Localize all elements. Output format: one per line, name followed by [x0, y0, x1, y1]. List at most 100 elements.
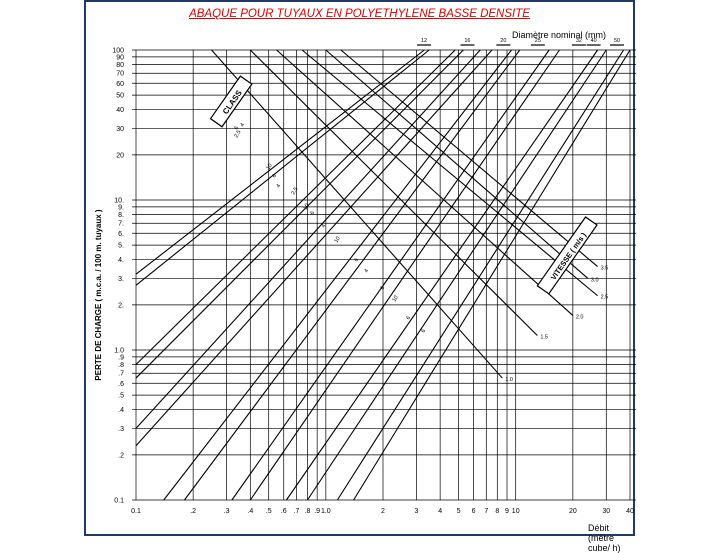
class-label: 6 [272, 173, 279, 179]
class-label: 6 [310, 210, 317, 216]
x-tick-label: 9 [505, 508, 509, 515]
velocity-line [340, 49, 598, 267]
x-tick-label: 8 [495, 508, 499, 515]
grid-lines [132, 49, 636, 501]
y-tick-label: .4 [118, 407, 124, 414]
class-label: 10 [334, 236, 342, 244]
class-label: 2.5 [291, 186, 300, 196]
class-label: 10 [303, 203, 311, 211]
series-lines [135, 49, 631, 501]
y-tick-label: 70 [116, 71, 124, 78]
y-tick-label: 20 [116, 152, 124, 159]
y-tick-label: 90 [116, 54, 124, 61]
x-tick-label: 2 [381, 508, 385, 515]
class-label: 2.5 [234, 129, 243, 139]
x-tick-label: 4 [438, 508, 442, 515]
diameter-line [135, 49, 493, 447]
y-tick-label: 80 [116, 62, 124, 69]
diameter-line [249, 49, 560, 501]
y-tick-label: 6. [118, 231, 124, 238]
y-tick-label: .7 [118, 371, 124, 378]
x-tick-label: 5 [457, 508, 461, 515]
diameter-line [231, 49, 550, 501]
y-tick-label: 100 [112, 48, 124, 55]
diameter-label: 50 [614, 38, 620, 44]
velocity-label: 2.0 [576, 314, 584, 320]
diameter-line [285, 49, 599, 501]
y-tick-label: .6 [118, 381, 124, 388]
class-label: 4 [364, 268, 371, 274]
class-label: 6 [406, 315, 413, 321]
diameter-label: 40 [591, 38, 597, 44]
diameter-line [135, 49, 425, 275]
x-tick-label: .5 [266, 508, 272, 515]
class-label: 6 [421, 328, 428, 334]
velocity-line [325, 49, 589, 279]
y-tick-label: 10. [114, 198, 124, 205]
class-label: 6 [380, 285, 387, 291]
y-tick-label: 7. [118, 221, 124, 228]
chart-frame: ABAQUE POUR TUYAUX EN POLYETHYLENE BASSE… [84, 0, 635, 553]
y-axis-label: PERTE DE CHARGE ( m.c.a. / 100 m. tuyaux… [94, 209, 103, 380]
class-label: 4 [276, 183, 283, 189]
y-tick-label: 30 [116, 126, 124, 133]
diameter-line [135, 49, 481, 429]
y-tick-label: .3 [118, 426, 124, 433]
velocity-label: 1.0 [505, 377, 513, 383]
x-tick-label: 40 [626, 508, 634, 515]
y-tick-label: 8. [118, 212, 124, 219]
class-label: 10 [266, 163, 274, 171]
y-tick-label: 2. [118, 302, 124, 309]
y-tick-label: .2 [118, 452, 124, 459]
y-tick-label: 0.1 [114, 498, 124, 505]
y-tick-label: 9. [118, 204, 124, 211]
diameter-line [353, 49, 631, 501]
diameter-line [163, 49, 512, 501]
velocity-line [301, 49, 598, 297]
velocity-box-frame [536, 216, 598, 295]
x-tick-label: .6 [281, 508, 287, 515]
chart-title: ABAQUE POUR TUYAUX EN POLYETHYLENE BASSE… [189, 8, 530, 20]
y-tick-label: .5 [118, 393, 124, 400]
velocity-label: 3.0 [591, 277, 599, 283]
x-tick-label: .7 [294, 508, 300, 515]
y-tick-label: .9 [118, 354, 124, 361]
velocity-label: 2.5 [601, 295, 609, 301]
diameter-label: 25 [535, 38, 541, 44]
x-tick-label: 10 [512, 508, 520, 515]
x-tick-label: 7 [484, 508, 488, 515]
diameter-label: 16 [464, 38, 470, 44]
class-label: 4 [240, 122, 247, 128]
x-tick-label: 0.1 [131, 508, 141, 515]
class-label: 6 [234, 125, 241, 131]
diameter-line [336, 49, 625, 501]
class-label: 10 [392, 295, 400, 303]
x-tick-label: .3 [224, 508, 230, 515]
x-tick-label: 20 [569, 508, 577, 515]
y-tick-label: 3. [118, 276, 124, 283]
class-label: 4 [321, 223, 328, 229]
diameter-line [306, 49, 607, 501]
velocity-box: VITESSE ( m/s ) [536, 216, 598, 295]
x-tick-label: 3 [414, 508, 418, 515]
x-tick-label: 6 [472, 508, 476, 515]
y-tick-label: 50 [116, 93, 124, 100]
diameter-label: 20 [500, 38, 506, 44]
diameter-line [135, 49, 430, 286]
y-tick-label: .8 [118, 362, 124, 369]
diameter-line [135, 49, 464, 379]
abaque-chart: 0.1.2.3.4.5.6.7.8.9 1.0 2 3 4 5 6 7 8 9 10 20 30 400.… [94, 38, 636, 515]
x-tick-label: .2 [190, 508, 196, 515]
y-tick-label: 60 [116, 81, 124, 88]
diameter-label: 32 [576, 38, 582, 44]
class-box: CLASS [209, 75, 253, 128]
x-tick-label: 30 [602, 508, 610, 515]
y-tick-label: 40 [116, 107, 124, 114]
y-tick-label: 1.0 [114, 348, 124, 355]
x-tick-label: .8 [305, 508, 311, 515]
class-label: 6 [354, 257, 361, 263]
x-tick-label: .9 [314, 508, 320, 515]
velocity-label: 3.5 [601, 266, 609, 272]
class-box-frame [209, 75, 253, 128]
velocity-line [249, 49, 538, 336]
